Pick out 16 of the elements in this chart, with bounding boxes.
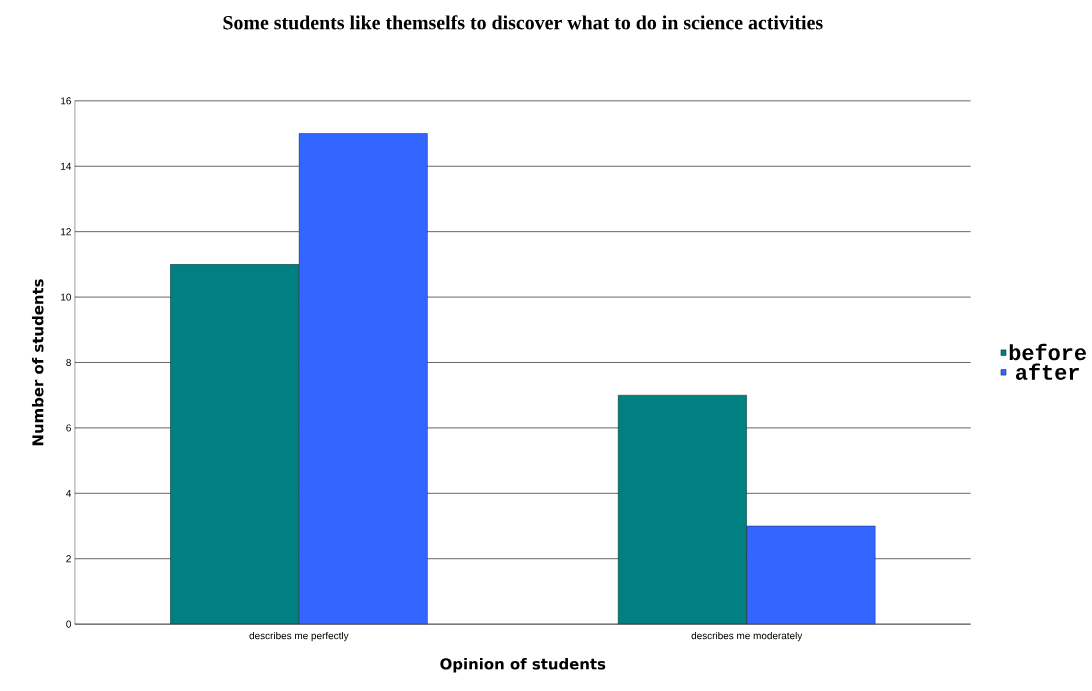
y-tick-label: 10 [61,293,71,301]
y-tick-label: 14 [61,162,72,170]
y-tick-label: 0 [66,620,71,628]
x-tick-label: describes me moderately [691,631,803,642]
x-tick-label: describes me perfectly [249,631,349,642]
chart-title: Some students like themselfs to discover what to do in science activities [223,15,823,30]
legend-label: after [1015,363,1079,380]
x-axis-title: Opinion of students [440,657,606,673]
y-tick-label: 6 [66,424,71,432]
y-tick-label: 8 [66,358,71,366]
y-axis-title: Number of students [31,279,44,446]
y-tick-label: 4 [66,489,72,497]
y-tick-label: 12 [61,228,71,236]
y-tick-label: 16 [61,97,71,105]
legend-label: before [1009,343,1086,361]
y-tick-label: 2 [66,555,71,563]
